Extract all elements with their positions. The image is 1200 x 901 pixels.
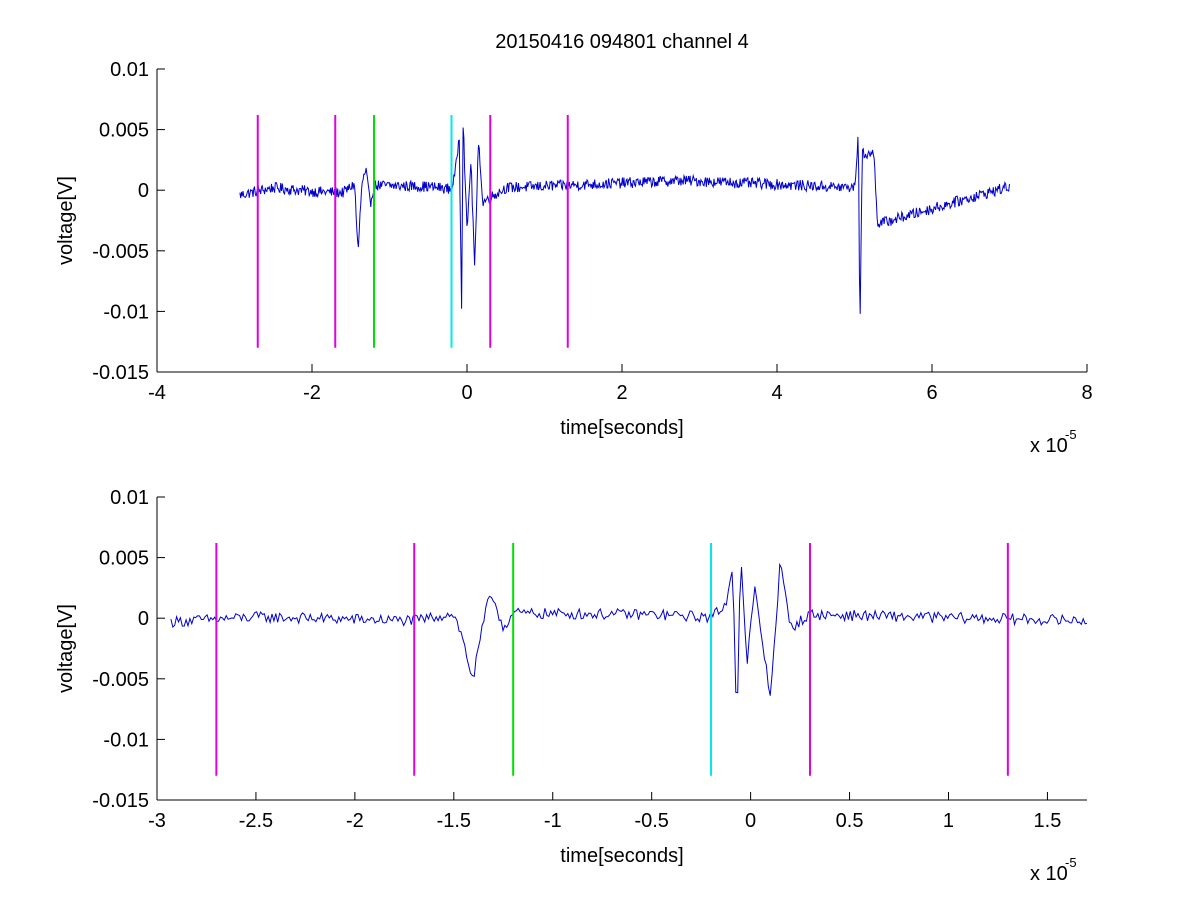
- chart-title: 20150416 094801 channel 4: [495, 31, 749, 53]
- y-tick-label: 0.01: [110, 59, 149, 81]
- x-tick-label: 8: [1081, 382, 1092, 404]
- x-tick-label: -1: [544, 810, 562, 832]
- signal-trace: [170, 562, 1088, 696]
- y-tick-label: -0.015: [92, 790, 149, 812]
- y-tick-label: -0.015: [92, 362, 149, 384]
- x-tick-label: -2: [346, 810, 364, 832]
- x-tick-label: 0.5: [836, 810, 864, 832]
- x-tick-label: -3: [148, 810, 166, 832]
- x-multiplier-label: x 10: [1030, 863, 1068, 885]
- x-tick-label: -2: [303, 382, 321, 404]
- x-tick-label: 4: [771, 382, 782, 404]
- x-tick-label: -1.5: [437, 810, 471, 832]
- y-axis-label: voltage[V]: [55, 176, 77, 265]
- x-tick-label: -0.5: [634, 810, 668, 832]
- y-tick-label: 0.005: [99, 548, 149, 570]
- y-tick-label: 0.005: [99, 120, 149, 142]
- signal-trace: [239, 127, 1010, 314]
- y-tick-label: 0: [138, 608, 149, 630]
- x-multiplier-label: x 10: [1030, 435, 1068, 457]
- y-tick-label: -0.005: [92, 669, 149, 691]
- y-tick-label: -0.01: [103, 301, 149, 323]
- x-axis-label: time[seconds]: [560, 845, 683, 867]
- top-panel: 0.01 0.005 0 -0.005 -0.01 -0.015-4 -2 0 2 4 6 8 time…: [55, 59, 1093, 457]
- y-tick-label: 0: [138, 180, 149, 202]
- x-axis-label: time[seconds]: [560, 417, 683, 439]
- x-tick-label: 0: [745, 810, 756, 832]
- x-multiplier-exponent: -5: [1065, 427, 1077, 442]
- bottom-panel: 0.01 0.005 0 -0.005 -0.01 -0.015-3 -2.5 -2 -1.5 -…: [55, 487, 1088, 885]
- y-axis-label: voltage[V]: [55, 604, 77, 693]
- x-tick-label: 6: [926, 382, 937, 404]
- y-tick-label: -0.01: [103, 729, 149, 751]
- y-tick-label: 0.01: [110, 487, 149, 509]
- x-tick-label: 1.5: [1034, 810, 1062, 832]
- x-tick-label: 0: [461, 382, 472, 404]
- x-tick-label: -2.5: [239, 810, 273, 832]
- y-tick-label: -0.005: [92, 241, 149, 263]
- x-tick-label: -4: [148, 382, 166, 404]
- x-multiplier-exponent: -5: [1065, 855, 1077, 870]
- x-tick-label: 1: [943, 810, 954, 832]
- x-tick-label: 2: [616, 382, 627, 404]
